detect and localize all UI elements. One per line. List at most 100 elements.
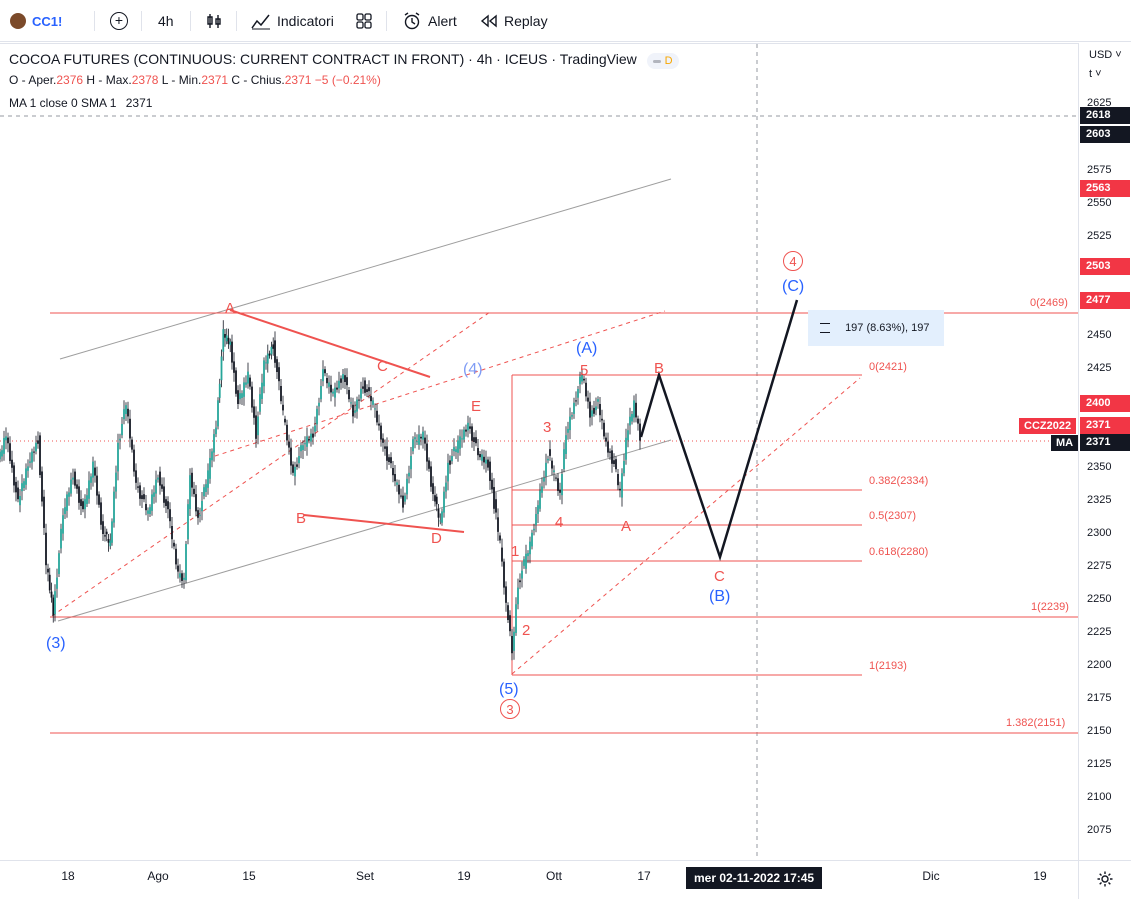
triangle-upper-line[interactable]: [229, 309, 431, 378]
candle-body: [276, 359, 278, 372]
candle-body: [161, 484, 163, 489]
wave-label-3-red[interactable]: 3: [543, 419, 551, 436]
candle-body: [609, 451, 611, 453]
candle-body: [595, 406, 597, 411]
dashed-trend-line-3[interactable]: [511, 377, 861, 675]
wave-label-A-blue[interactable]: (A): [576, 340, 597, 357]
close-label: C - Chius.: [231, 73, 285, 87]
price-candles[interactable]: [0, 320, 641, 661]
candle-body: [251, 386, 253, 408]
wave-label-C-red[interactable]: C: [377, 358, 388, 375]
candle-body: [619, 488, 621, 491]
wave-label-4-red[interactable]: 4: [555, 514, 563, 531]
candle-body: [274, 340, 276, 363]
wave-label-2-red[interactable]: 2: [522, 622, 530, 639]
badge-text: D: [664, 55, 673, 67]
price-axis[interactable]: USD ˅ t ˅ 2625 2575 2550 2525 2450 2425 …: [1078, 43, 1131, 860]
wave-label-3-blue[interactable]: (3): [46, 635, 66, 652]
plus-circle-icon: +: [110, 12, 128, 30]
dashed-trend-line-1[interactable]: [51, 311, 491, 617]
price-tag-2477: 2477: [1080, 292, 1130, 309]
axis-mode-selector[interactable]: t ˅: [1089, 68, 1102, 80]
wave-label-B-red[interactable]: B: [296, 510, 306, 527]
candle-body: [589, 401, 591, 418]
candle-body: [70, 479, 72, 494]
layouts-button[interactable]: [355, 0, 373, 42]
candle-body: [41, 471, 43, 502]
wave-label-5-red[interactable]: 5: [580, 362, 588, 379]
chart-canvas[interactable]: A C B D E 1 2 3 4 5 A B C (3) (4) (5) (A…: [0, 44, 1078, 861]
candle-body: [105, 531, 108, 535]
currency-selector[interactable]: USD ˅: [1089, 49, 1122, 61]
price-label: 2525: [1087, 230, 1112, 242]
compare-add-button[interactable]: +: [110, 0, 128, 42]
chart-settings-button[interactable]: [1078, 860, 1131, 899]
wave-label-D-red[interactable]: D: [431, 530, 442, 547]
candle-body: [107, 539, 110, 543]
candle-body: [354, 410, 356, 413]
projection-path[interactable]: [639, 299, 799, 562]
wave-label-E-red[interactable]: E: [471, 398, 481, 415]
time-axis[interactable]: 18 Ago 15 Set 19 Ott 17 Dic 19 mer 02-11…: [0, 860, 1078, 899]
wave-label-C-blue[interactable]: (C): [782, 278, 804, 295]
top-toolbar: CC1! + 4h Indicatori Alert Replay: [0, 0, 1131, 42]
candle-body: [294, 466, 296, 477]
alert-button[interactable]: Alert: [402, 0, 457, 42]
data-delay-badge[interactable]: D: [646, 53, 679, 69]
candle-body: [334, 387, 336, 398]
alert-label: Alert: [428, 13, 457, 29]
symbol-search[interactable]: CC1!: [10, 0, 62, 42]
ma-legend[interactable]: MA 1 close 0 SMA 1 2371: [9, 96, 152, 110]
interval-button[interactable]: 4h: [158, 0, 174, 42]
chart-pane[interactable]: A C B D E 1 2 3 4 5 A B C (3) (4) (5) (A…: [0, 43, 1079, 861]
gear-icon: [1097, 871, 1113, 887]
triangle-lower-line[interactable]: [303, 514, 465, 533]
wave-label-5-blue[interactable]: (5): [499, 681, 519, 698]
candle-body: [352, 404, 354, 417]
candle-body: [493, 487, 495, 509]
candle-body: [455, 449, 457, 452]
candle-body: [52, 597, 55, 616]
currency-label: USD: [1089, 49, 1113, 61]
candle-body: [175, 548, 177, 565]
candle-body: [123, 409, 125, 420]
candle-body: [111, 521, 113, 543]
candle-body: [265, 362, 267, 364]
candle-body: [459, 436, 461, 449]
candle-body: [222, 329, 225, 352]
indicators-button[interactable]: Indicatori: [251, 0, 334, 42]
chart-legend-title[interactable]: COCOA FUTURES (CONTINUOUS: CURRENT CONTR…: [9, 51, 679, 69]
channel-upper-line[interactable]: [59, 178, 672, 360]
circled-label-3[interactable]: 3: [506, 702, 513, 717]
candle-body: [543, 477, 545, 482]
candle-body: [187, 504, 189, 540]
price-range-measure[interactable]: 197 (8.63%), 197: [808, 310, 944, 346]
wave-label-4-blue[interactable]: (4): [463, 361, 483, 378]
candle-body: [3, 437, 5, 454]
dashed-trend-line-2[interactable]: [214, 310, 666, 457]
wave-label-B-blue[interactable]: (B): [709, 588, 730, 605]
price-label: 2100: [1087, 791, 1112, 803]
wave-label-A2-red[interactable]: A: [621, 518, 631, 535]
wave-label-C2-red[interactable]: C: [714, 568, 725, 585]
candle-body: [465, 429, 467, 432]
candle-body: [402, 495, 404, 508]
wave-label-B2-red[interactable]: B: [654, 360, 664, 377]
candle-body: [203, 487, 205, 497]
candle-body: [23, 481, 25, 488]
candle-body: [237, 390, 239, 404]
channel-lower-line[interactable]: [57, 439, 672, 622]
candle-body: [296, 464, 298, 467]
candle-body: [481, 454, 483, 461]
candle-body: [233, 361, 235, 373]
wave-label-A-red[interactable]: A: [225, 300, 235, 317]
interval-label: 4h: [158, 13, 174, 29]
candle-body: [224, 334, 226, 338]
candle-body: [499, 535, 501, 541]
circled-label-4[interactable]: 4: [789, 254, 796, 269]
chart-type-button[interactable]: [205, 0, 223, 42]
wave-label-1-red[interactable]: 1: [511, 543, 519, 560]
candle-body: [547, 458, 549, 461]
replay-button[interactable]: Replay: [480, 0, 548, 42]
candle-body: [90, 476, 92, 483]
